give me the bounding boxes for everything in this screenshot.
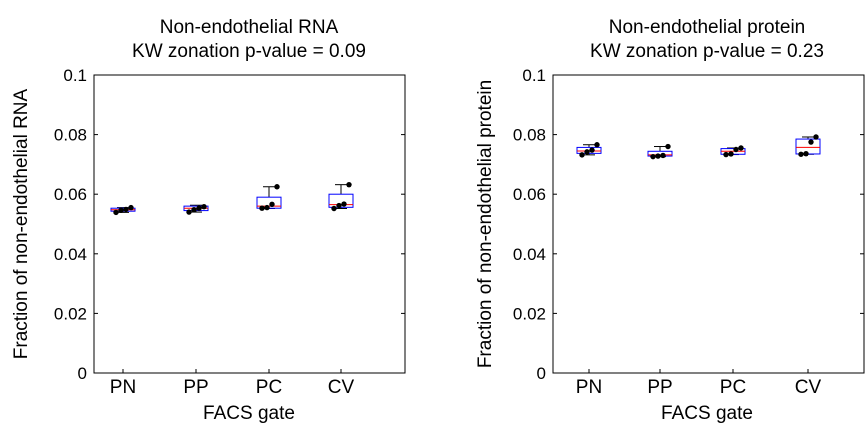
data-point — [803, 150, 809, 157]
data-point — [196, 205, 202, 211]
plot-area-frame — [93, 74, 406, 374]
y-tick-label: 0.02 — [54, 304, 87, 323]
data-point — [191, 206, 197, 213]
x-tick-label: CV — [328, 377, 355, 398]
y-tick-label: 0.1 — [522, 66, 546, 85]
y-axis-label: Fraction of non-endothelial RNA — [11, 88, 32, 359]
y-tick-label: 0.08 — [513, 126, 546, 145]
panel-rna: Non-endothelial RNA KW zonation p-value … — [11, 17, 406, 424]
data-point — [264, 204, 270, 211]
panel-protein: Non-endothelial protein KW zonation p-va… — [475, 17, 865, 424]
plot-area-frame — [552, 74, 865, 374]
data-point — [346, 181, 352, 188]
data-point — [798, 151, 804, 157]
y-tick-label: 0.02 — [513, 304, 546, 323]
chart-title-line-1: Non-endothelial protein — [609, 17, 805, 38]
data-point — [584, 149, 590, 155]
data-point — [113, 209, 119, 216]
data-point — [733, 146, 739, 153]
data-point — [813, 134, 819, 140]
data-point — [650, 153, 656, 160]
data-point — [723, 151, 729, 158]
x-tick-label: PN — [576, 377, 602, 398]
y-tick-label: 0.06 — [513, 185, 546, 204]
x-axis-label: FACS gate — [661, 403, 753, 424]
plot-marks: 0 0.02 0.04 0.06 0.08 0.1 PN PP PC CV — [54, 66, 405, 398]
data-point — [336, 202, 342, 209]
data-point — [738, 145, 744, 151]
data-point — [128, 204, 134, 211]
data-point — [579, 152, 585, 158]
data-point — [274, 184, 280, 190]
y-tick-label: 0.1 — [63, 66, 87, 85]
data-point — [808, 139, 814, 145]
x-axis-label: FACS gate — [203, 403, 295, 424]
chart-title-line-2: KW zonation p-value = 0.09 — [132, 41, 366, 62]
data-point — [660, 152, 666, 159]
y-tick-label: 0 — [537, 364, 546, 383]
plot-marks: 0 0.02 0.04 0.06 0.08 0.1 PN PP PC CV — [513, 66, 864, 398]
data-point — [341, 201, 347, 207]
chart-title-line-2: KW zonation p-value = 0.23 — [590, 41, 824, 62]
data-point — [118, 207, 124, 213]
data-point — [655, 153, 661, 159]
y-tick-label: 0 — [78, 364, 87, 383]
data-point — [665, 143, 671, 150]
data-point — [201, 204, 207, 210]
x-tick-label: PN — [110, 377, 136, 398]
data-point — [123, 206, 129, 213]
data-point — [259, 205, 265, 211]
y-tick-label: 0.04 — [513, 245, 546, 264]
y-axis-label: Fraction of non-endothelial protein — [475, 80, 496, 368]
data-point — [331, 205, 337, 212]
y-tick-label: 0.06 — [54, 185, 87, 204]
x-tick-label: PP — [183, 377, 208, 398]
x-tick-label: PC — [256, 377, 282, 398]
data-point — [186, 209, 192, 215]
data-point — [728, 151, 734, 157]
x-tick-label: CV — [795, 377, 822, 398]
y-tick-label: 0.04 — [54, 245, 87, 264]
y-tick-label: 0.08 — [54, 126, 87, 145]
data-point — [594, 142, 600, 148]
data-point — [269, 201, 275, 208]
x-tick-label: PP — [647, 377, 672, 398]
box — [795, 138, 821, 155]
data-point — [589, 147, 595, 153]
chart-title-line-1: Non-endothelial RNA — [160, 17, 339, 38]
x-tick-label: PC — [720, 377, 746, 398]
